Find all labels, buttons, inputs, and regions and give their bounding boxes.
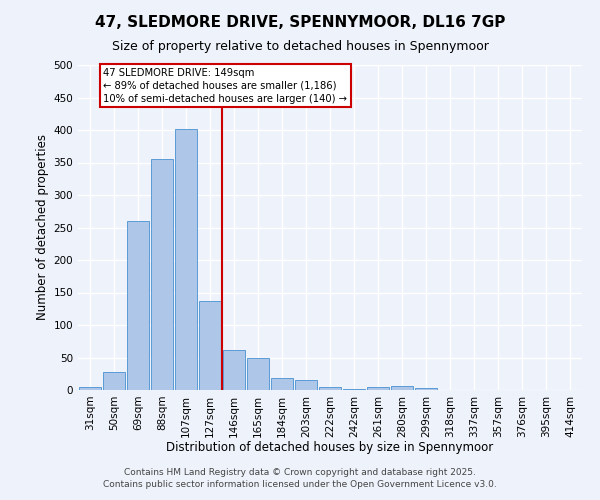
Text: 47, SLEDMORE DRIVE, SPENNYMOOR, DL16 7GP: 47, SLEDMORE DRIVE, SPENNYMOOR, DL16 7GP <box>95 15 505 30</box>
Bar <box>271 378 293 390</box>
Bar <box>223 350 245 390</box>
Bar <box>175 128 197 390</box>
Bar <box>295 380 317 390</box>
Bar <box>367 387 389 390</box>
Bar <box>199 301 221 390</box>
Bar <box>151 159 173 390</box>
Y-axis label: Number of detached properties: Number of detached properties <box>36 134 49 320</box>
Bar <box>391 386 413 390</box>
Text: Contains HM Land Registry data © Crown copyright and database right 2025.
Contai: Contains HM Land Registry data © Crown c… <box>103 468 497 489</box>
Bar <box>343 388 365 390</box>
Bar <box>127 221 149 390</box>
X-axis label: Distribution of detached houses by size in Spennymoor: Distribution of detached houses by size … <box>166 441 494 454</box>
Bar <box>415 388 437 390</box>
Bar <box>247 358 269 390</box>
Text: 47 SLEDMORE DRIVE: 149sqm
← 89% of detached houses are smaller (1,186)
10% of se: 47 SLEDMORE DRIVE: 149sqm ← 89% of detac… <box>103 68 347 104</box>
Bar <box>103 372 125 390</box>
Bar <box>319 387 341 390</box>
Bar <box>79 387 101 390</box>
Text: Size of property relative to detached houses in Spennymoor: Size of property relative to detached ho… <box>112 40 488 53</box>
